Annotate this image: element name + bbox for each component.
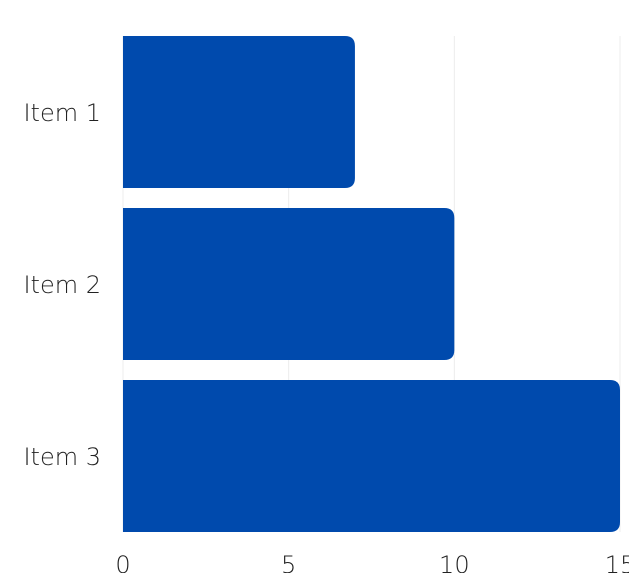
category-label-item-3: Item 3 — [23, 443, 101, 471]
x-tick-label-0: 0 — [115, 551, 130, 573]
x-axis-tick-labels: 0 5 10 15 — [115, 551, 629, 573]
bars — [123, 36, 620, 532]
x-tick-label-15: 15 — [605, 551, 629, 573]
category-labels: Item 1 Item 2 Item 3 — [23, 99, 101, 471]
category-label-item-2: Item 2 — [23, 271, 101, 299]
x-tick-label-5: 5 — [281, 551, 296, 573]
category-label-item-1: Item 1 — [23, 99, 101, 127]
bar-item-1 — [123, 36, 355, 188]
x-tick-label-10: 10 — [439, 551, 470, 573]
bar-item-2 — [123, 208, 455, 360]
bar-item-3 — [123, 380, 620, 532]
